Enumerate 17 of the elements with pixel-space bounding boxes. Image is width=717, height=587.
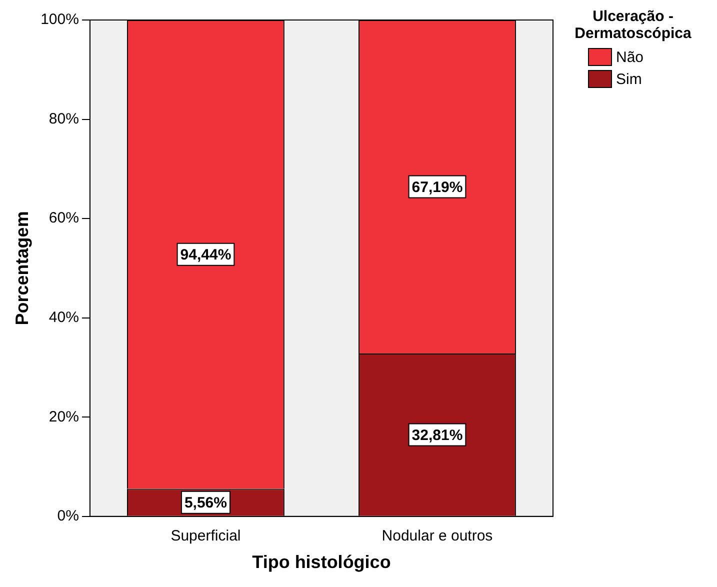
x-tick-label: Superficial: [170, 528, 241, 545]
y-tick-label: 20%: [48, 408, 79, 426]
data-label: 32,81%: [412, 426, 463, 444]
y-tick-label: 100%: [40, 11, 79, 28]
y-axis-title: Porcentagem: [12, 211, 32, 326]
data-label: 94,44%: [180, 246, 232, 264]
y-tick-label: 40%: [48, 308, 79, 326]
x-axis-title: Tipo histológico: [252, 552, 391, 572]
text: Não: [616, 48, 644, 66]
x-tick-label: Nodular e outros: [382, 528, 493, 545]
data-label: 67,19%: [412, 178, 463, 196]
legend-title: Ulceração - Dermatoscópica: [574, 8, 692, 42]
y-tick-label: 0%: [57, 508, 79, 525]
y-tick-label: 80%: [48, 110, 79, 128]
legend-label: Sim: [616, 70, 642, 88]
data-label: 5,56%: [184, 494, 227, 512]
y-tick-label: 60%: [48, 210, 79, 227]
